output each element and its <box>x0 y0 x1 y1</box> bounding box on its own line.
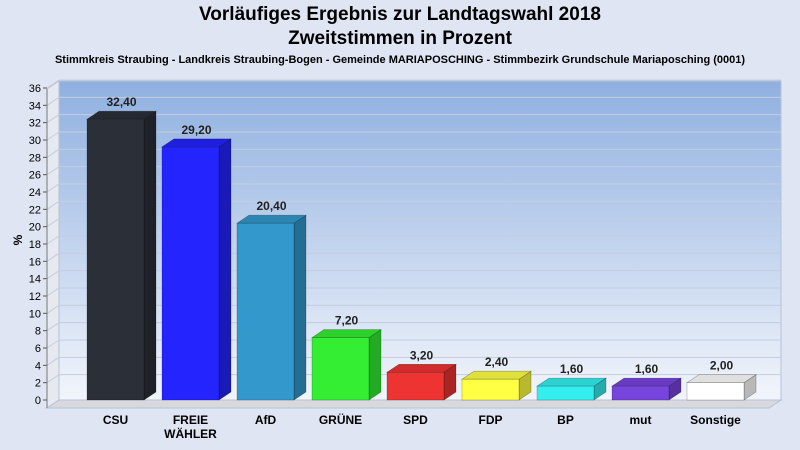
x-tick-label: SPD <box>403 413 428 427</box>
gridline-side <box>46 200 60 210</box>
gridline-side <box>46 166 60 176</box>
bar-value-label: 1,60 <box>635 362 659 376</box>
y-tick-label: 20 <box>29 222 41 234</box>
bar-value-label: 2,40 <box>485 355 509 369</box>
x-tick-label: CSU <box>103 413 128 427</box>
y-tick-label: 0 <box>35 395 41 407</box>
y-tick-label: 30 <box>29 135 41 147</box>
bar-value-label: 2,00 <box>710 359 734 373</box>
bar <box>161 138 232 401</box>
y-axis-label: % <box>11 234 25 245</box>
y-tick-label: 24 <box>29 187 41 199</box>
chart-title: Vorläufiges Ergebnis zur Landtagswahl 20… <box>199 4 601 25</box>
y-tick-label: 18 <box>29 239 41 251</box>
gridline-side <box>46 183 60 193</box>
y-tick-label: 34 <box>29 100 41 112</box>
bar-value-label: 3,20 <box>410 348 434 362</box>
bar <box>686 374 757 401</box>
bar <box>386 363 457 401</box>
bar <box>611 377 682 401</box>
bar <box>86 110 157 401</box>
x-tick-label: FDP <box>479 413 503 427</box>
gridline-side <box>46 79 60 89</box>
plot-floor <box>45 399 783 409</box>
gridline-side <box>46 304 60 314</box>
y-tick-label: 16 <box>29 256 41 268</box>
gridline-side <box>46 218 60 228</box>
gridline-side <box>46 114 60 124</box>
bar-value-label: 20,40 <box>256 199 286 213</box>
x-tick-label: AfD <box>255 413 277 427</box>
y-tick-label: 4 <box>35 360 41 372</box>
gridline-side <box>46 287 60 297</box>
y-tick-label: 32 <box>29 118 41 130</box>
bar-value-label: 32,40 <box>106 95 136 109</box>
gridline-side <box>46 252 60 262</box>
bar <box>536 377 607 401</box>
gridline-side <box>46 322 60 332</box>
y-tick-label: 36 <box>29 83 41 95</box>
bar <box>461 370 532 401</box>
bar <box>236 214 307 401</box>
bar-value-label: 1,60 <box>560 362 584 376</box>
y-tick-label: 26 <box>29 170 41 182</box>
gridline-side <box>46 235 60 245</box>
x-tick-label: mut <box>630 413 652 427</box>
gridline-side <box>46 356 60 366</box>
y-tick-label: 8 <box>35 326 41 338</box>
chart-subtitle: Zweitstimmen in Prozent <box>288 28 512 49</box>
x-tick-label: FREIE <box>173 413 208 427</box>
y-tick-label: 22 <box>29 204 41 216</box>
gridline-side <box>46 339 60 349</box>
y-tick-label: 28 <box>29 152 41 164</box>
y-tick-label: 14 <box>29 274 41 286</box>
x-tick-label: Sonstige <box>690 413 741 427</box>
gridline-side <box>46 374 60 384</box>
bar-value-label: 29,20 <box>181 123 211 137</box>
x-tick-label: BP <box>557 413 574 427</box>
bar-value-label: 7,20 <box>335 314 359 328</box>
chart-location-caption: Stimmkreis Straubing - Landkreis Straubi… <box>54 54 746 66</box>
bar <box>311 329 382 401</box>
gridline-side <box>46 96 60 106</box>
y-tick-label: 2 <box>35 378 41 390</box>
x-tick-label: GRÜNE <box>319 412 362 427</box>
y-tick-label: 12 <box>29 291 41 303</box>
y-tick-label: 10 <box>29 308 41 320</box>
gridline-side <box>46 148 60 158</box>
gridline-side <box>46 131 60 141</box>
gridline-side <box>46 270 60 280</box>
y-tick-label: 6 <box>35 343 41 355</box>
x-tick-label: WÄHLER <box>164 426 217 441</box>
